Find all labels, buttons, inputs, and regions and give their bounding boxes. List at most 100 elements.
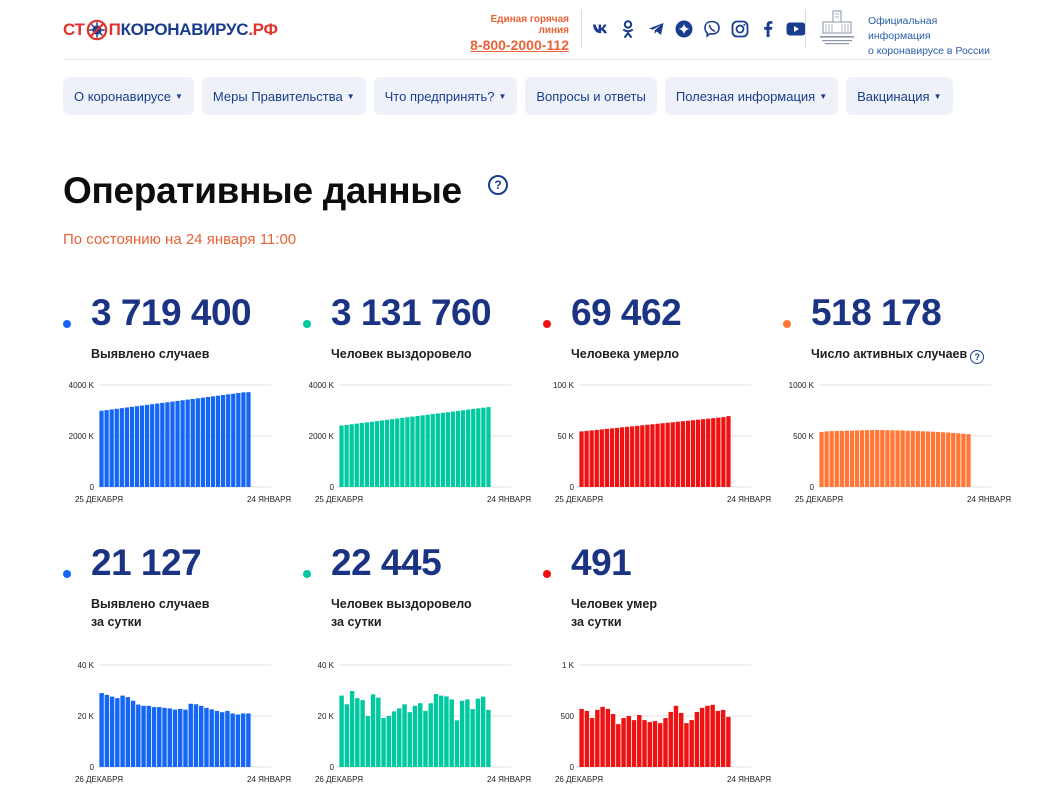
chart-bar: [594, 429, 599, 487]
chart-bar: [386, 716, 392, 767]
chart-bar: [720, 709, 726, 767]
chart-bar: [839, 430, 844, 487]
chart-y-tick-label: 500 K: [793, 432, 815, 441]
chart-bar: [230, 713, 235, 767]
chart-y-tick-label: 0: [810, 483, 815, 492]
chart-bar: [829, 431, 834, 487]
chart-bar: [370, 694, 376, 767]
chart-bar: [185, 399, 190, 487]
chart-bar: [226, 394, 231, 487]
chart-bar: [895, 430, 900, 487]
chart-x-end-label: 24 ЯНВАРЯ: [727, 495, 771, 504]
chart-bar: [167, 708, 172, 767]
chart-bar: [579, 708, 584, 767]
site-logo[interactable]: СТ П КОРОНАВИРУС .РФ: [63, 18, 278, 42]
government-emblem-icon[interactable]: [815, 8, 859, 48]
hotline: Единая горячая линия 8-800-2000-112: [463, 14, 569, 53]
ok-icon[interactable]: [617, 18, 639, 40]
chart-bar: [658, 723, 663, 767]
chart-bar: [689, 720, 694, 767]
chart-y-tick-label: 2000 K: [69, 432, 95, 441]
chart-bar: [240, 713, 246, 767]
chart-y-tick-label: 1000 K: [789, 381, 815, 390]
telegram-icon[interactable]: [645, 18, 667, 40]
chart-bar: [637, 714, 642, 767]
vk-icon[interactable]: [589, 18, 611, 40]
chart-bar: [584, 430, 589, 487]
chart-bar: [210, 396, 216, 487]
chart-bar: [476, 408, 481, 487]
chart-bar: [599, 429, 604, 487]
chart-x-start-label: 25 ДЕКАБРЯ: [795, 495, 843, 504]
chart-bar: [145, 404, 150, 487]
chart-bar: [151, 707, 157, 767]
youtube-icon[interactable]: [785, 18, 807, 40]
nav-item-vaccination[interactable]: Вакцинация ▼: [846, 77, 953, 115]
help-icon[interactable]: ?: [970, 350, 985, 364]
nav-item-what-to-do[interactable]: Что предпринять? ▼: [373, 77, 518, 115]
chart-bar: [625, 426, 630, 487]
chart-bar: [710, 704, 715, 767]
stat-dot: [63, 570, 71, 578]
nav-item-about[interactable]: О коронавирусе ▼: [63, 77, 194, 115]
chart-deaths-daily: 1 K 500 0 26 ДЕКАБРЯ 24 ЯНВАРЯ: [555, 661, 771, 784]
chart-bar: [675, 421, 680, 487]
chart-bar: [180, 400, 185, 487]
chart-bar: [946, 432, 951, 487]
nav-item-faq[interactable]: Вопросы и ответы: [525, 77, 657, 115]
chart-x-end-label: 24 ЯНВАРЯ: [727, 775, 771, 784]
chart-bar: [160, 402, 165, 487]
chart-bar: [120, 695, 125, 767]
stat-cases-total: 3 719 400 Выявлено случаев 4000 K 2000 K 0…: [63, 292, 291, 522]
chart-bar: [694, 711, 700, 767]
chart-bar: [915, 431, 920, 487]
chart-bar: [395, 418, 400, 487]
chart-bar: [621, 718, 626, 767]
hotline-phone-link[interactable]: 8-800-2000-112: [470, 37, 569, 53]
chart-bar: [215, 395, 221, 487]
chart-bar: [900, 430, 905, 487]
chart-bar: [435, 413, 440, 487]
chart-bar: [690, 420, 696, 487]
chart-bar: [204, 707, 209, 767]
chart-bar: [183, 709, 188, 768]
chart-y-tick-label: 20 K: [78, 712, 95, 721]
stat-dot: [543, 320, 551, 328]
official-info-link[interactable]: Официальная информация о коронавирусе в …: [868, 14, 992, 59]
viber-icon[interactable]: [701, 18, 723, 40]
chart-bar: [925, 431, 931, 487]
chart-bar: [956, 433, 961, 487]
nav-item-government-measures[interactable]: Меры Правительства ▼: [201, 77, 366, 115]
chart-bar: [461, 410, 466, 487]
chart-bar: [673, 705, 679, 767]
chart-bar: [589, 430, 594, 487]
chart-y-tick-label: 40 K: [318, 661, 335, 670]
chart-bar: [716, 417, 721, 487]
nav-item-useful-info[interactable]: Полезная информация ▼: [664, 77, 839, 115]
instagram-icon[interactable]: [729, 18, 751, 40]
chart-bar: [705, 705, 710, 767]
help-icon[interactable]: ?: [488, 175, 508, 195]
chart-bar: [198, 705, 204, 767]
stat-dot: [63, 320, 71, 328]
chart-bar: [684, 723, 689, 767]
chart-bar: [124, 407, 129, 487]
chart-bar: [626, 716, 632, 767]
official-info-line1: Официальная информация: [868, 15, 938, 42]
chart-bar: [961, 433, 966, 487]
stat-active-cases: 518 178 Число активных случаев? 1000 K 50…: [783, 292, 1011, 522]
chart-bar: [486, 407, 491, 487]
chart-bar: [652, 721, 658, 767]
chart-bar: [481, 407, 486, 487]
chart-bar: [930, 431, 936, 487]
chart-x-start-label: 26 ДЕКАБРЯ: [555, 775, 603, 784]
facebook-icon[interactable]: [757, 18, 779, 40]
chart-x-end-label: 24 ЯНВАРЯ: [967, 495, 1011, 504]
stat-label: Число активных случаев?: [811, 345, 985, 364]
chart-bar: [650, 424, 655, 487]
chart-y-tick-label: 100 K: [553, 381, 575, 390]
yandex-zen-icon[interactable]: [673, 18, 695, 40]
chart-bar: [170, 401, 175, 487]
chart-bar: [146, 705, 152, 767]
chart-bar: [412, 705, 418, 767]
